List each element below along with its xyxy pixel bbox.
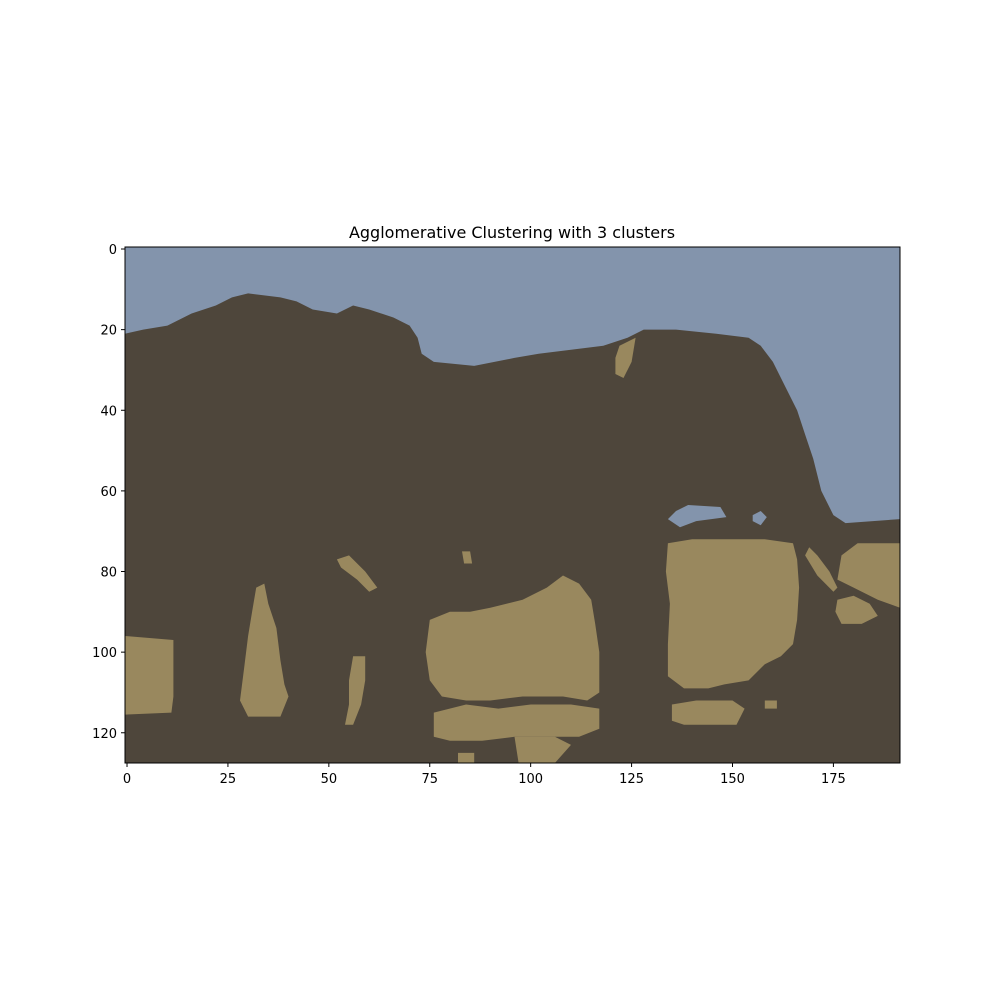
x-tick-label: 25 (220, 772, 237, 787)
cluster-2-region (671, 700, 745, 725)
cluster-2-region (665, 539, 800, 689)
cluster-2-region (433, 704, 600, 741)
cluster-2-region (764, 700, 777, 709)
plot-frame (124, 246, 901, 764)
cluster-2-region (615, 337, 636, 378)
x-axis: 0 25 50 75 100 125 150 175 (123, 763, 846, 787)
plot-area (124, 246, 901, 764)
y-tick-label: 100 (92, 646, 117, 661)
cluster-2-region (514, 736, 571, 763)
x-tick-label: 150 (720, 772, 745, 787)
cluster-2-region (835, 595, 878, 624)
y-tick-label: 20 (100, 324, 117, 339)
cluster-2-region (345, 656, 366, 725)
y-tick-label: 120 (92, 727, 117, 742)
x-tick-label: 0 (123, 772, 131, 787)
cluster-2-region (240, 583, 289, 717)
x-tick-label: 125 (619, 772, 644, 787)
x-tick-label: 100 (518, 772, 543, 787)
x-tick-label: 75 (421, 772, 438, 787)
y-tick-label: 80 (100, 566, 117, 581)
cluster-1-region (667, 505, 727, 528)
cluster-2-region (462, 551, 473, 564)
x-tick-label: 175 (821, 772, 846, 787)
cluster-2-region (425, 575, 600, 701)
y-tick-label: 0 (109, 243, 117, 258)
cluster-2-region (125, 636, 174, 715)
cluster-1-region (125, 247, 900, 524)
y-tick-label: 60 (100, 485, 117, 500)
x-tick-label: 50 (321, 772, 338, 787)
cluster-2-region (805, 547, 838, 592)
cluster-image (125, 247, 900, 763)
cluster-2-region (837, 543, 900, 608)
y-axis: 0 20 40 60 80 100 120 (92, 243, 125, 742)
chart-title: Agglomerative Clustering with 3 clusters (349, 223, 675, 242)
cluster-2-region (458, 752, 475, 763)
y-tick-label: 40 (100, 404, 117, 419)
cluster-1-region (752, 511, 767, 526)
cluster-2-region (336, 555, 378, 592)
